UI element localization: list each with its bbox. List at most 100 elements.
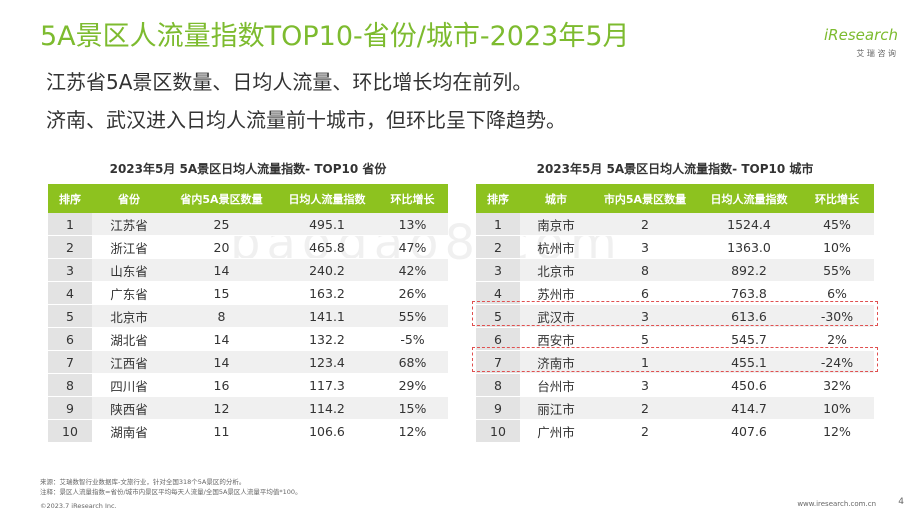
- cell: 济南市: [520, 350, 592, 374]
- cell: 13%: [377, 213, 448, 236]
- cell: 4: [48, 281, 92, 305]
- row: 10 广州市 2 407.6 12%: [476, 419, 874, 443]
- cell: 9: [48, 396, 92, 420]
- point: 济南、武汉进入日均人流量前十城市，但环比呈下降趋势。: [46, 108, 566, 132]
- cell: 丽江市: [520, 396, 592, 420]
- cell: 苏州市: [520, 281, 592, 305]
- cell: 15: [166, 281, 277, 305]
- cell: 613.6: [698, 304, 800, 328]
- cell: 5: [48, 304, 92, 328]
- cell: -24%: [800, 350, 874, 374]
- cell: 广州市: [520, 419, 592, 443]
- header-cell: 环比增长: [800, 184, 874, 213]
- header-cell: 省内5A景区数量: [166, 184, 277, 213]
- row: 5 武汉市 3 613.6 -30%: [476, 304, 874, 328]
- cell: 10: [476, 419, 520, 443]
- cell: 163.2: [277, 281, 377, 305]
- cell: 5: [592, 327, 698, 351]
- row: 6 湖北省 14 132.2 -5%: [48, 327, 448, 351]
- highlight-box: [472, 347, 878, 372]
- cell: 陕西省: [92, 396, 166, 420]
- cell: 3: [592, 235, 698, 259]
- cell: 892.2: [698, 258, 800, 282]
- cell: 江西省: [92, 350, 166, 374]
- cell: 68%: [377, 350, 448, 374]
- cell: 10%: [800, 235, 874, 259]
- highlight-box: [472, 301, 878, 326]
- cell: 132.2: [277, 327, 377, 351]
- cell: 北京市: [92, 304, 166, 328]
- cell: 1: [476, 213, 520, 236]
- cell: 湖南省: [92, 419, 166, 443]
- cell: 14: [166, 327, 277, 351]
- cell: 47%: [377, 235, 448, 259]
- cell: 1363.0: [698, 235, 800, 259]
- header-cell: 城市: [520, 184, 592, 213]
- copyright: ©2023.7 iResearch Inc.: [40, 502, 117, 510]
- cell: 465.8: [277, 235, 377, 259]
- cell: 15%: [377, 396, 448, 420]
- cell: 4: [476, 281, 520, 305]
- cell: 414.7: [698, 396, 800, 420]
- cell: 2: [592, 396, 698, 420]
- cell: 240.2: [277, 258, 377, 282]
- cell: 2: [476, 235, 520, 259]
- cell: 141.1: [277, 304, 377, 328]
- cell: 湖北省: [92, 327, 166, 351]
- cell: 20: [166, 235, 277, 259]
- cell: 45%: [800, 213, 874, 236]
- header-cell: 排序: [48, 184, 92, 213]
- cell: 四川省: [92, 373, 166, 397]
- row: 8 台州市 3 450.6 32%: [476, 373, 874, 397]
- header-cell: 省份: [92, 184, 166, 213]
- cell: 117.3: [277, 373, 377, 397]
- row: 2 杭州市 3 1363.0 10%: [476, 235, 874, 259]
- header-cell: 日均人流量指数: [277, 184, 377, 213]
- cell: 10: [48, 419, 92, 443]
- note: 来源：艾瑞数智行业数据库-文旅行业，针对全国318个5A景区的分析。: [40, 478, 246, 486]
- cell: 1: [592, 350, 698, 374]
- point: 江苏省5A景区数量、日均人流量、环比增长均在前列。: [46, 70, 533, 94]
- cell: 14: [166, 350, 277, 374]
- cell: 杭州市: [520, 235, 592, 259]
- cell: 2: [48, 235, 92, 259]
- cell: 9: [476, 396, 520, 420]
- cell: 12: [166, 396, 277, 420]
- cell: 114.2: [277, 396, 377, 420]
- cell: 42%: [377, 258, 448, 282]
- url: www.iresearch.com.cn: [797, 500, 876, 508]
- page-number: 4: [898, 497, 904, 507]
- cell: 25: [166, 213, 277, 236]
- cell: 广东省: [92, 281, 166, 305]
- row: 2 浙江省 20 465.8 47%: [48, 235, 448, 259]
- header-row: 排序 省份 省内5A景区数量 日均人流量指数 环比增长: [48, 184, 448, 213]
- cell: 台州市: [520, 373, 592, 397]
- cell: 6: [48, 327, 92, 351]
- row: 4 广东省 15 163.2 26%: [48, 281, 448, 305]
- header-cell: 排序: [476, 184, 520, 213]
- row: 4 苏州市 6 763.8 6%: [476, 281, 874, 305]
- cell: 3: [476, 258, 520, 282]
- cell: 7: [48, 350, 92, 374]
- header-row: 排序 城市 市内5A景区数量 日均人流量指数 环比增长: [476, 184, 874, 213]
- cell: 14: [166, 258, 277, 282]
- cell: 10%: [800, 396, 874, 420]
- logo: iResearch: [824, 26, 898, 44]
- note: 注释：景区人流量指数=省份/城市内景区平均每天人流量/全国5A景区人流量平均值*…: [40, 488, 302, 496]
- cell: 南京市: [520, 213, 592, 236]
- cell: -30%: [800, 304, 874, 328]
- cell: 3: [592, 304, 698, 328]
- cell: 山东省: [92, 258, 166, 282]
- cell: 123.4: [277, 350, 377, 374]
- row: 3 北京市 8 892.2 55%: [476, 258, 874, 282]
- cell: -5%: [377, 327, 448, 351]
- row: 6 西安市 5 545.7 2%: [476, 327, 874, 351]
- cell: 6: [476, 327, 520, 351]
- row: 9 丽江市 2 414.7 10%: [476, 396, 874, 420]
- cell: 5: [476, 304, 520, 328]
- cell: 8: [592, 258, 698, 282]
- header-cell: 环比增长: [377, 184, 448, 213]
- row: 9 陕西省 12 114.2 15%: [48, 396, 448, 420]
- cell: 8: [166, 304, 277, 328]
